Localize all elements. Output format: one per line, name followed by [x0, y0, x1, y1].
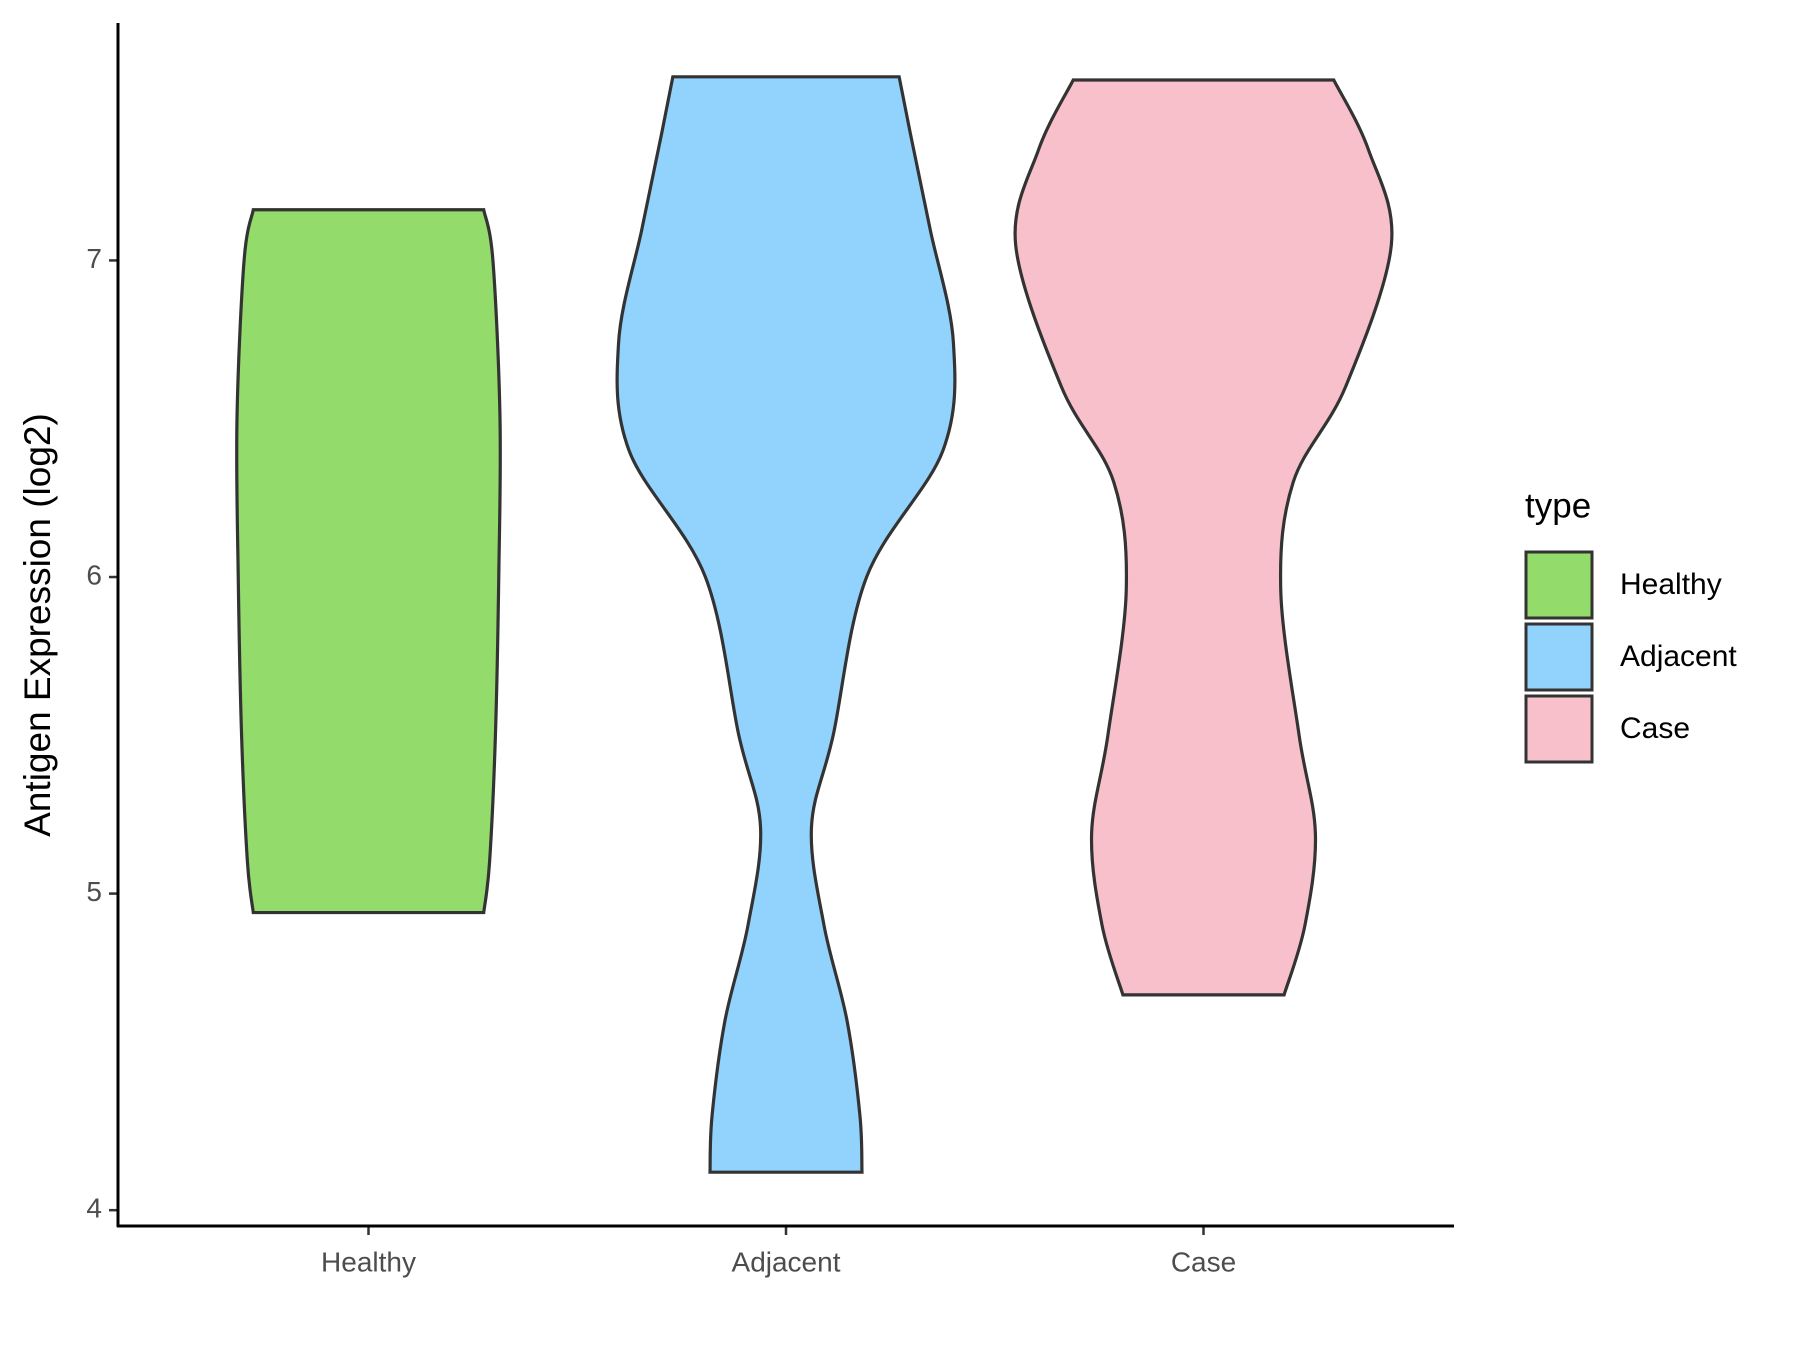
violin-outline [1013, 78, 1394, 997]
y-tick-label: 6 [86, 559, 102, 590]
legend-title: type [1525, 486, 1591, 525]
y-tick-label: 7 [86, 243, 102, 274]
violin-half [368, 209, 501, 913]
y-tick-label: 4 [86, 1193, 102, 1224]
violin-half [236, 209, 369, 913]
violin-half [1203, 79, 1392, 995]
x-tick-label: Adjacent [732, 1246, 841, 1277]
violin-half [786, 76, 955, 1173]
legend-key [1524, 622, 1594, 692]
violin-outline [615, 75, 957, 1174]
violin-half [617, 76, 786, 1173]
y-tick-label: 5 [86, 876, 102, 907]
x-tick-label: Healthy [321, 1246, 416, 1277]
legend-key [1524, 550, 1594, 620]
violin-half [1015, 79, 1204, 995]
x-tick-label: Case [1171, 1246, 1236, 1277]
legend-label: Case [1620, 712, 1690, 745]
legend-key [1524, 694, 1594, 764]
legend-label: Adjacent [1620, 640, 1737, 673]
violin-outline [235, 208, 502, 915]
legend-label: Healthy [1620, 568, 1722, 601]
y-axis-title: Antigen Expression (log2) [17, 413, 58, 837]
